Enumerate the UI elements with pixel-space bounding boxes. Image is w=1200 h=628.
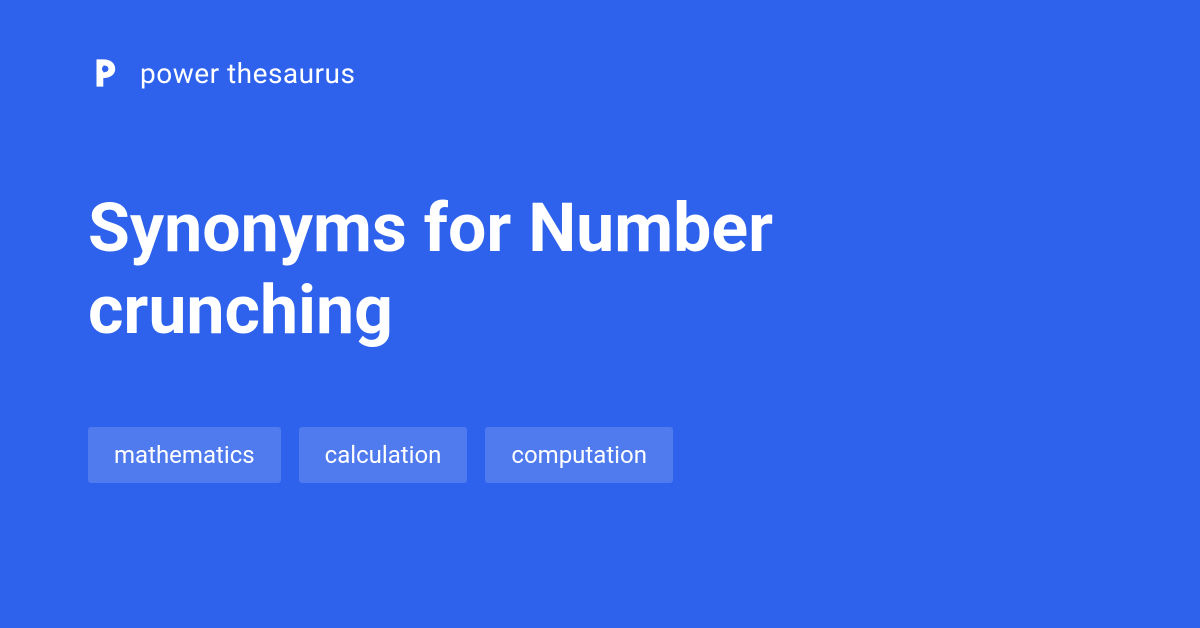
site-name: power thesaurus	[140, 57, 355, 90]
page-title: Synonyms for Number crunching	[88, 188, 1048, 351]
synonym-tag[interactable]: computation	[485, 427, 673, 483]
header: power thesaurus	[88, 56, 1112, 90]
synonym-tag[interactable]: mathematics	[88, 427, 281, 483]
synonym-tag[interactable]: calculation	[299, 427, 468, 483]
logo-icon	[88, 56, 122, 90]
tags-row: mathematics calculation computation	[88, 427, 1112, 483]
